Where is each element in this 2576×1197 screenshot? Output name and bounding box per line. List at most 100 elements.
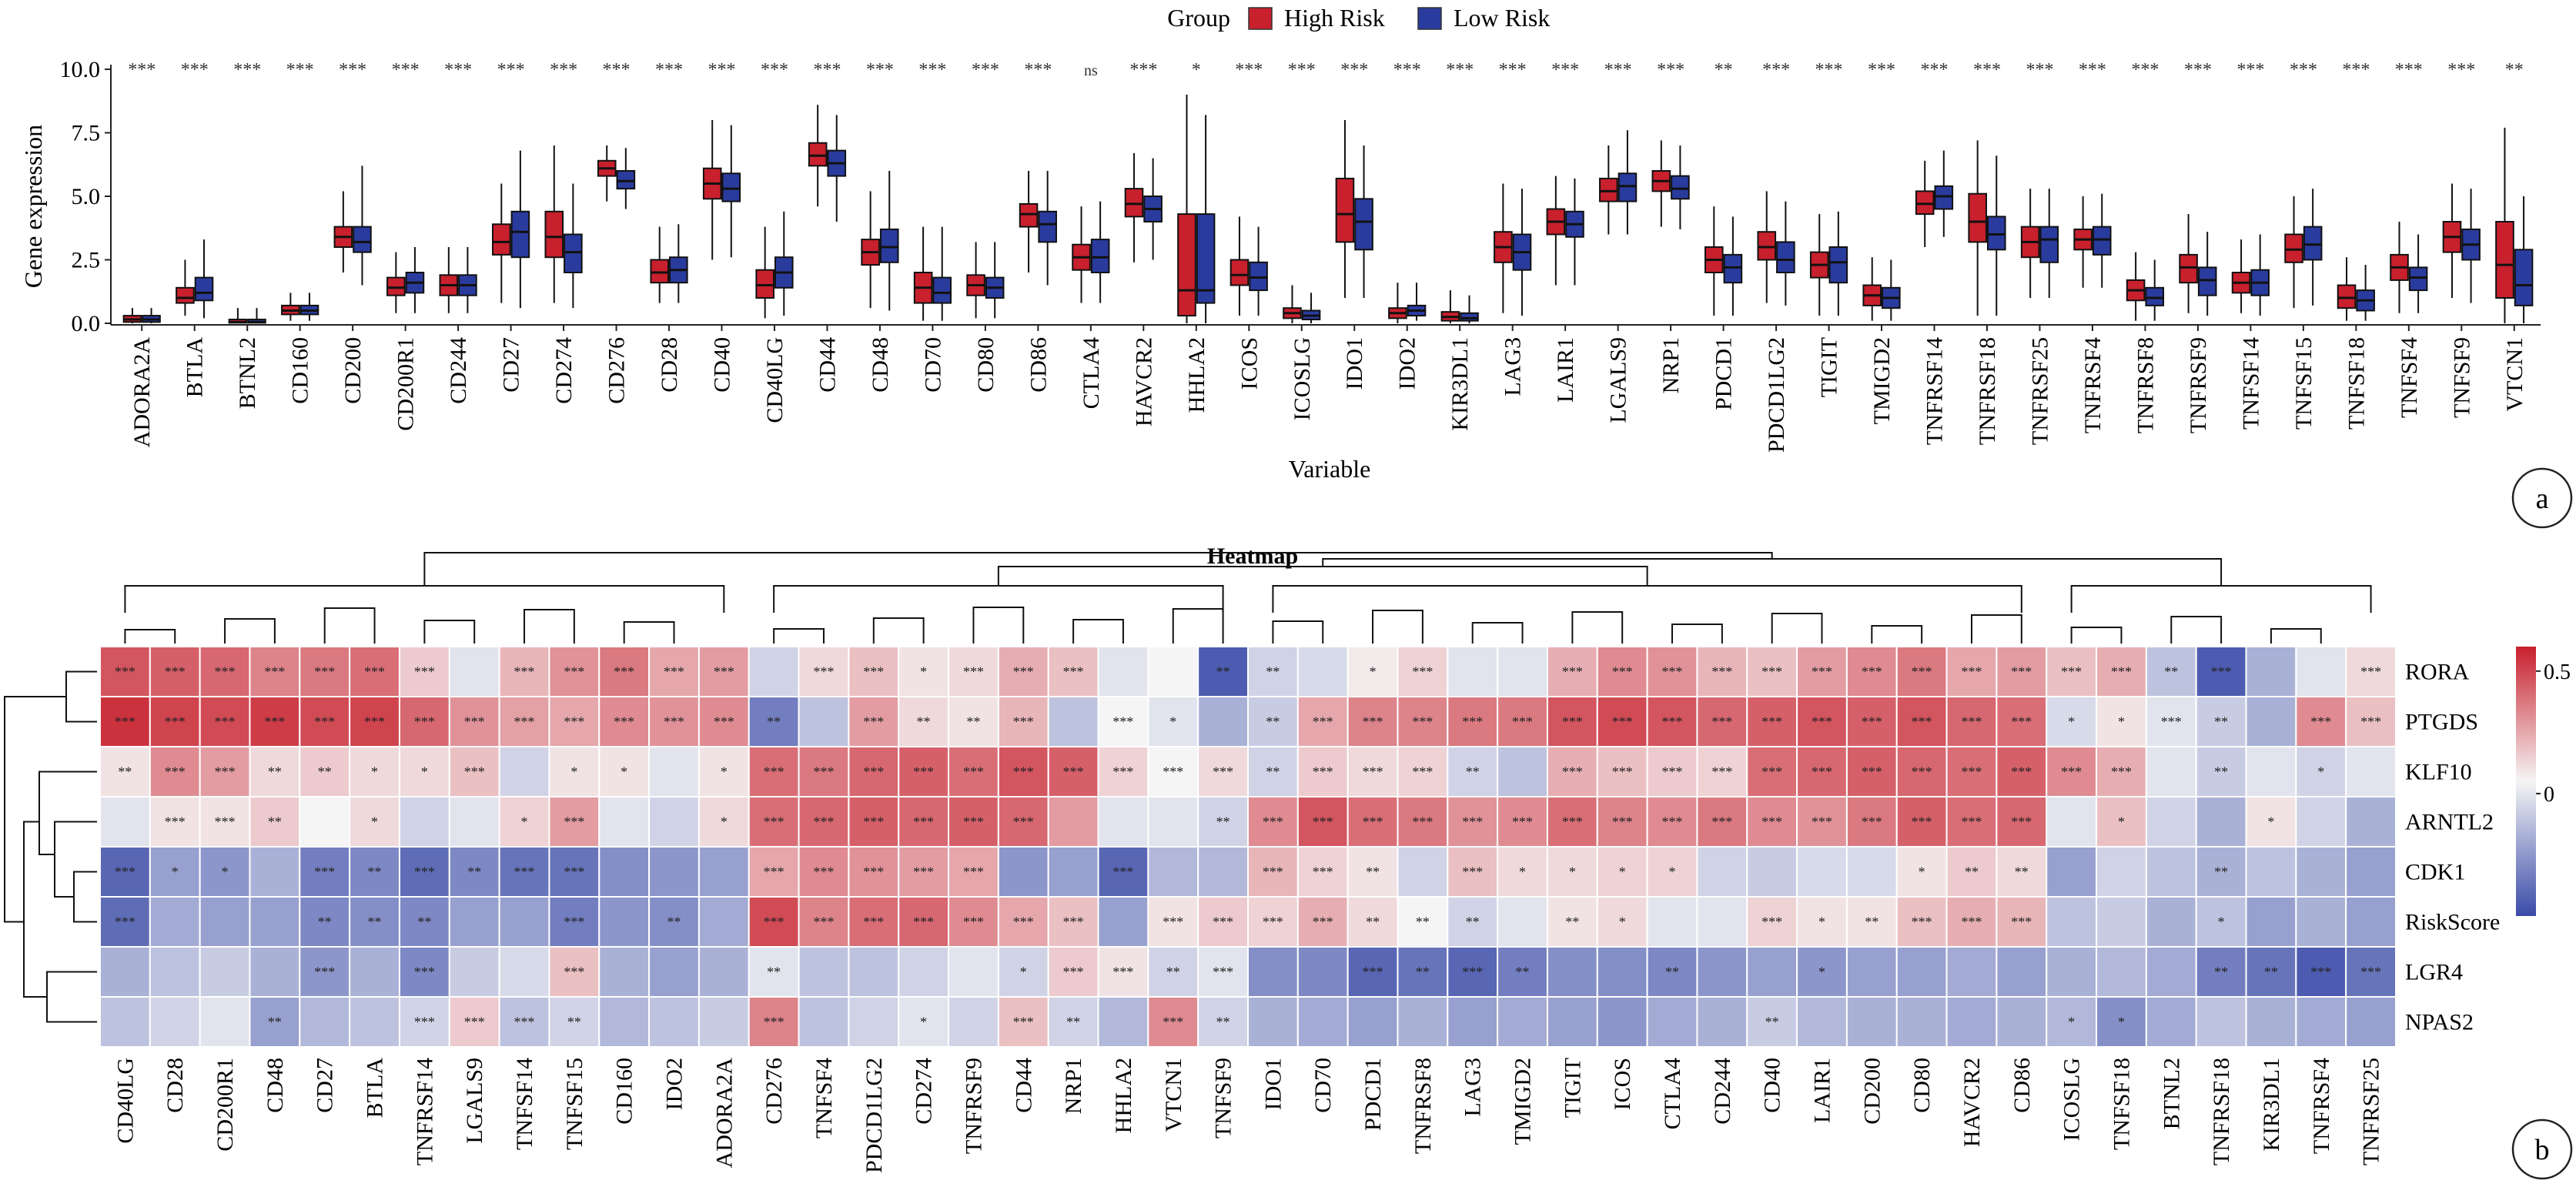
- heatmap-cell: [1746, 796, 1798, 848]
- boxplot-box-high-risk: [808, 105, 828, 207]
- heatmap-cell: [1646, 746, 1698, 797]
- heatmap-cell-significance: ***: [1213, 965, 1233, 980]
- heatmap-cell-significance: ***: [963, 914, 984, 930]
- heatmap-cell-significance: **: [1066, 1015, 1080, 1030]
- boxplot-x-tick-label: CD274: [551, 337, 577, 404]
- boxplot-box-high-risk: [1124, 152, 1144, 262]
- heatmap-cell-significance: ***: [764, 814, 785, 830]
- boxplot-box-low-risk: [1354, 145, 1373, 298]
- heatmap-cell-significance: ***: [1961, 764, 1982, 780]
- heatmap-cell-significance: ***: [1862, 814, 1882, 830]
- heatmap-cell: [1845, 946, 1898, 998]
- heatmap-cell-significance: **: [1965, 864, 1979, 880]
- heatmap-cell-significance: **: [1765, 1015, 1779, 1030]
- heatmap-cell: [249, 846, 301, 898]
- heatmap-cell: [2195, 796, 2247, 848]
- heatmap-column-label: ADORA2A: [711, 1058, 737, 1169]
- boxplot-significance-label: ***: [2026, 60, 2053, 80]
- heatmap-cells: *** *** *** *** *** *** *** *** *** *** *** *** *** *…: [99, 646, 2397, 1048]
- heatmap-cell-significance: ***: [364, 714, 385, 730]
- heatmap-cell: [249, 796, 301, 848]
- boxplot-box-high-risk: [1862, 257, 1882, 321]
- heatmap-cell: [948, 746, 999, 797]
- heatmap-cell: [149, 846, 201, 898]
- heatmap-cell: [2145, 746, 2197, 797]
- heatmap-cell: [1447, 746, 1499, 797]
- heatmap-cell: [598, 896, 651, 948]
- heatmap-cell: [1646, 996, 1698, 1048]
- heatmap-cell: [1796, 996, 1848, 1048]
- heatmap-cell-significance: ***: [764, 914, 785, 930]
- heatmap-cell: [2046, 796, 2098, 848]
- boxplot-x-tick-label: ICOS: [1236, 337, 1262, 390]
- heatmap-column-label: ICOSLG: [2059, 1058, 2085, 1141]
- boxplot-box-high-risk: [1388, 283, 1407, 323]
- boxplot-significance-label: ***: [918, 60, 946, 80]
- heatmap-cell: [1497, 896, 1548, 948]
- heatmap-cell-significance: ***: [1612, 764, 1633, 780]
- boxplot-box-low-risk: [1565, 178, 1584, 286]
- heatmap-cell-significance: ***: [1313, 814, 1333, 830]
- heatmap-cell: [948, 996, 999, 1048]
- heatmap-cell: [548, 796, 601, 848]
- boxplot-significance-label: ***: [1762, 60, 1790, 80]
- heatmap-cell-significance: ***: [1462, 864, 1483, 880]
- heatmap-cell: [249, 896, 301, 948]
- heatmap-cell-significance: ***: [1363, 814, 1383, 830]
- heatmap-cell: [1197, 846, 1250, 898]
- boxplot-box-high-risk: [1019, 171, 1039, 273]
- boxplot-significance-label: ***: [1235, 60, 1263, 80]
- heatmap-cell: [1197, 996, 1250, 1048]
- heatmap-cell: [598, 696, 651, 747]
- boxplot-significance-label: ***: [813, 60, 841, 80]
- boxplot-box-high-risk: [1968, 140, 1987, 316]
- heatmap-cell: [2245, 746, 2297, 797]
- heatmap-cell-significance: **: [1166, 965, 1180, 980]
- heatmap-column-label: CD44: [1011, 1058, 1036, 1113]
- heatmap-cell-significance: ***: [215, 764, 236, 780]
- heatmap-cell: [1097, 796, 1149, 848]
- heatmap-cell-significance: ***: [1013, 1015, 1034, 1030]
- heatmap-cell-significance: ***: [2011, 914, 2032, 930]
- heatmap-cell-significance: ***: [1263, 814, 1283, 830]
- heatmap-cell: [698, 946, 750, 998]
- boxplot-x-tick-label: CD28: [657, 337, 682, 393]
- heatmap-cell: [349, 746, 400, 797]
- boxplot-significance-label: **: [1715, 60, 1733, 80]
- heatmap-cell: [1197, 896, 1250, 948]
- heatmap-cell: [448, 796, 500, 848]
- heatmap-cell: [249, 996, 301, 1048]
- heatmap-cell: [1895, 946, 1948, 998]
- boxplot-panel: Gene expression Variable 0.0 2.5 5.0 7.5 10.…: [19, 57, 2541, 483]
- heatmap-cell: [448, 996, 500, 1048]
- heatmap-cell-significance: *: [421, 764, 428, 780]
- heatmap-cell-significance: **: [1466, 914, 1480, 930]
- boxplot-box-high-risk: [386, 252, 406, 313]
- heatmap-cell-significance: **: [917, 714, 931, 730]
- heatmap-cell: [149, 946, 201, 998]
- heatmap-cell-significance: **: [2015, 864, 2029, 880]
- heatmap-cell-significance: ***: [1013, 664, 1034, 680]
- boxplot-y-tick-label: 5.0: [72, 184, 101, 209]
- heatmap-cell: [848, 996, 900, 1048]
- heatmap-cell: [299, 796, 351, 848]
- heatmap-cell: [1945, 646, 1998, 697]
- heatmap-column-label: CD200: [1859, 1058, 1885, 1125]
- heatmap-cell: [1845, 846, 1898, 898]
- heatmap-column-label: LAIR1: [1810, 1058, 1835, 1123]
- heatmap-cell: [798, 646, 850, 697]
- heatmap-row-labels: RORA PTGDS KLF10 ARNTL2 CDK1 RiskScore LGR4 NPA…: [2405, 660, 2500, 1035]
- heatmap-cell-significance: ***: [364, 664, 385, 680]
- heatmap-cell-significance: ***: [1063, 764, 1084, 780]
- heatmap-cell: [1546, 696, 1598, 747]
- heatmap-cell: [149, 796, 201, 848]
- heatmap-cell-significance: ***: [1562, 664, 1583, 680]
- heatmap-cell-significance: **: [2214, 965, 2228, 980]
- heatmap-row-label: PTGDS: [2405, 710, 2478, 735]
- boxplot-significance-label: **: [2505, 60, 2524, 80]
- boxplot-significance-label: ***: [339, 60, 366, 80]
- heatmap-cell: [598, 646, 651, 697]
- heatmap-cell-significance: *: [1519, 864, 1526, 880]
- heatmap-cell: [498, 646, 550, 697]
- heatmap-cell: [99, 846, 151, 898]
